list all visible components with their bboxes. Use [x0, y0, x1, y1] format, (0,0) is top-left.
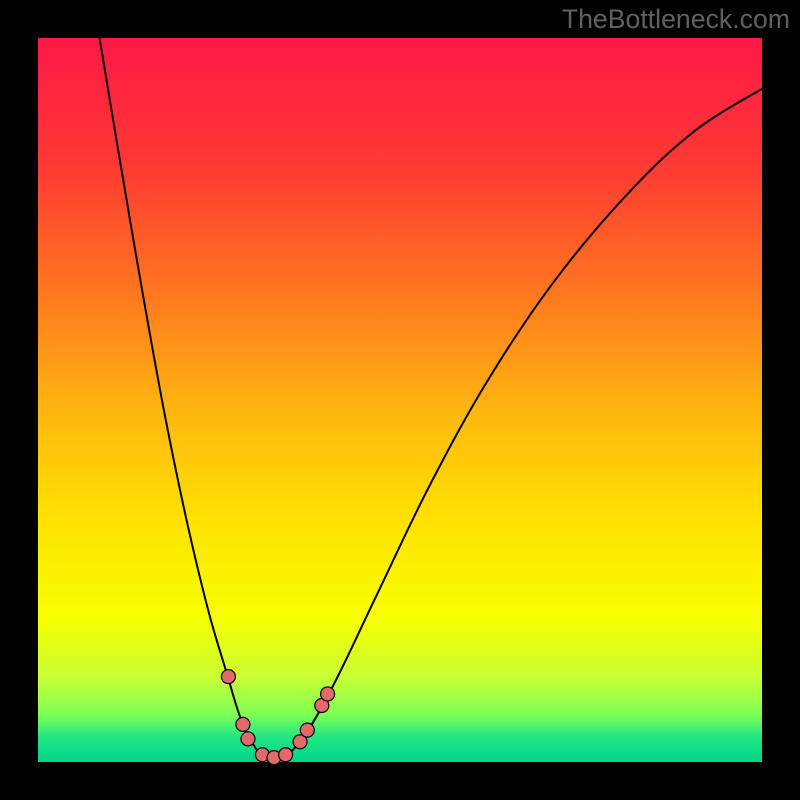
curve-marker: [300, 723, 314, 737]
watermark-text: TheBottleneck.com: [562, 4, 790, 35]
curve-marker: [236, 717, 250, 731]
curve-marker: [321, 687, 335, 701]
curve-marker: [241, 732, 255, 746]
plot-background: [38, 38, 762, 762]
curve-marker: [221, 670, 235, 684]
chart-stage: TheBottleneck.com: [0, 0, 800, 800]
curve-marker: [279, 748, 293, 762]
bottleneck-chart-svg: [0, 0, 800, 800]
